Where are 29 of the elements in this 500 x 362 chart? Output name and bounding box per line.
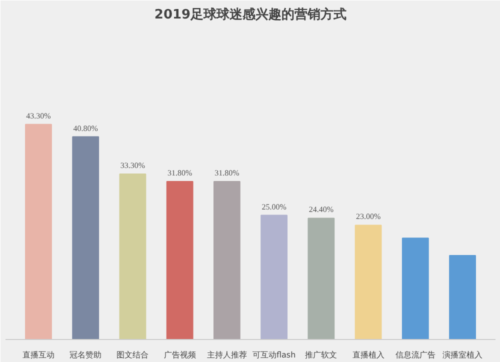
bar — [25, 124, 52, 340]
bar — [402, 238, 429, 340]
data-label: 40.80% — [73, 124, 98, 133]
x-tick-label: 推广软文 — [305, 350, 338, 360]
x-tick-label: 信息流广告 — [395, 350, 436, 360]
data-label: 31.80% — [214, 168, 240, 178]
data-label: 31.80% — [167, 168, 192, 178]
bar — [213, 180, 240, 340]
x-tick-label: 冠名赞助 — [70, 350, 102, 360]
data-label: 33.30% — [120, 161, 146, 170]
chart-title: 2019足球球迷感兴趣的营销方式 — [154, 6, 347, 22]
x-tick-label: 直播植入 — [352, 350, 384, 360]
bar — [449, 255, 476, 340]
data-label: 24.40% — [308, 205, 334, 214]
x-tick-label: 广告视频 — [164, 350, 196, 360]
bar — [354, 224, 382, 340]
x-tick-label: 演播室植入 — [442, 350, 483, 360]
data-label: 23.00% — [356, 212, 381, 222]
data-label: 25.00% — [262, 202, 287, 212]
bar — [119, 174, 146, 340]
x-tick-label: 主持人推荐 — [206, 350, 247, 360]
bar — [260, 214, 288, 340]
bar — [166, 180, 194, 340]
bar — [72, 136, 100, 340]
x-tick-label: 可互动flash — [252, 350, 296, 360]
x-tick-label: 直播互动 — [22, 350, 54, 360]
data-label: 43.30% — [26, 111, 52, 120]
bar — [308, 218, 335, 340]
x-tick-label: 图文结合 — [116, 350, 149, 360]
